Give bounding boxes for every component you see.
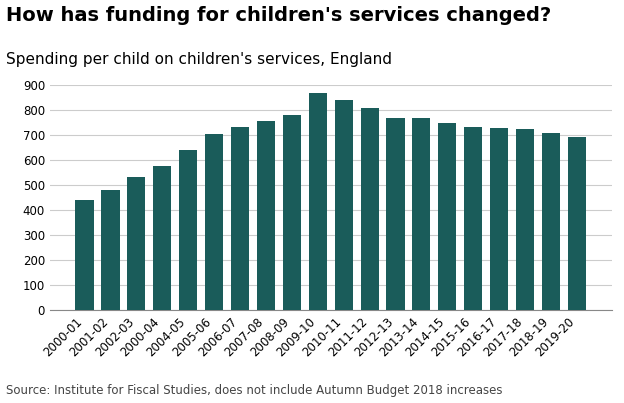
Bar xyxy=(542,133,560,310)
Bar xyxy=(179,150,197,310)
Bar xyxy=(568,137,586,310)
Bar xyxy=(464,127,482,310)
Bar xyxy=(76,200,94,310)
Bar xyxy=(438,123,456,310)
Bar xyxy=(154,166,172,310)
Bar xyxy=(205,133,223,310)
Text: Source: Institute for Fiscal Studies, does not include Autumn Budget 2018 increa: Source: Institute for Fiscal Studies, do… xyxy=(6,384,503,397)
Text: Spending per child on children's services, England: Spending per child on children's service… xyxy=(6,52,392,67)
Bar xyxy=(490,128,508,310)
Bar xyxy=(309,93,327,310)
Bar xyxy=(516,129,534,310)
Bar xyxy=(101,190,120,310)
Bar xyxy=(231,127,249,310)
Bar xyxy=(127,177,145,310)
Text: BBC: BBC xyxy=(558,378,590,392)
Bar xyxy=(361,108,379,310)
Bar xyxy=(283,115,301,310)
Bar xyxy=(412,118,431,310)
Bar xyxy=(386,118,404,310)
Bar xyxy=(334,100,353,310)
Bar xyxy=(257,121,275,310)
Text: How has funding for children's services changed?: How has funding for children's services … xyxy=(6,6,552,25)
